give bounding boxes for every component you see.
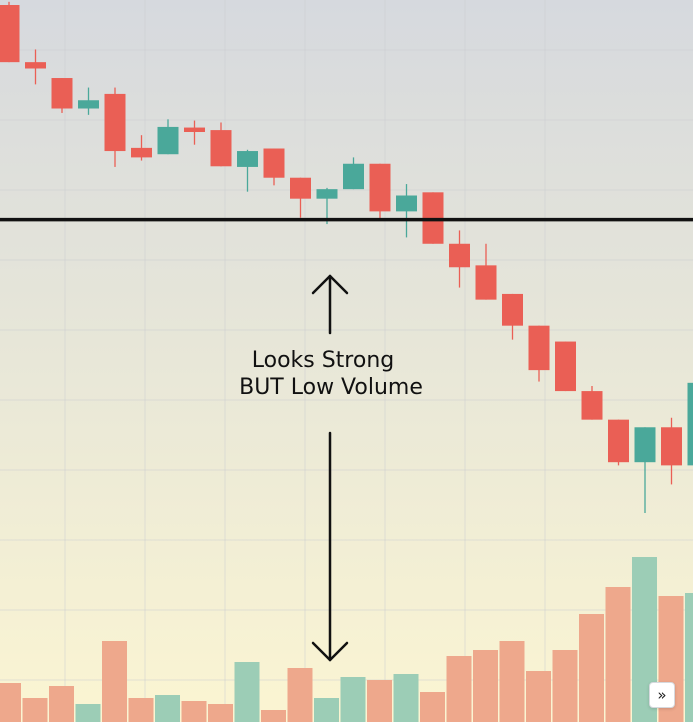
- candle-body: [608, 419, 629, 463]
- candle-down: [263, 148, 285, 186]
- candle-down: [475, 243, 497, 300]
- candle-up: [396, 184, 417, 238]
- volume-bar: [685, 593, 693, 722]
- double-chevron-right-icon: »: [657, 686, 667, 704]
- candle-body: [157, 126, 179, 155]
- volume-bar: [499, 641, 525, 722]
- volume-bar: [181, 701, 207, 722]
- candle-body: [502, 293, 523, 326]
- candle-body: [687, 382, 693, 466]
- volume-bar: [579, 614, 604, 722]
- arrow-up: [311, 274, 349, 335]
- candle-body: [581, 391, 603, 420]
- candle-down: [502, 293, 523, 340]
- volume-bar: [155, 695, 180, 722]
- candle-down: [210, 122, 232, 167]
- candle-up: [687, 382, 693, 466]
- candle-body: [51, 78, 73, 109]
- scroll-to-latest-button[interactable]: »: [649, 682, 675, 708]
- candle-body: [290, 177, 311, 199]
- arrow-down: [311, 431, 349, 662]
- candle-body: [555, 341, 576, 392]
- candle-body: [237, 151, 258, 167]
- volume-bar: [0, 683, 21, 722]
- volume-bar: [314, 698, 339, 722]
- candle-down: [0, 1, 20, 63]
- candle-body: [316, 189, 338, 199]
- volume-bar: [367, 680, 392, 722]
- candle-up: [157, 119, 179, 155]
- volume-bar: [420, 692, 445, 722]
- candle-body: [210, 130, 232, 167]
- candle-body: [25, 62, 46, 69]
- candle-down: [449, 230, 470, 288]
- candle-body: [104, 93, 126, 152]
- volume-bars: [0, 557, 693, 722]
- volume-bar: [128, 698, 154, 722]
- candle-body: [131, 147, 152, 158]
- annotation-line-1: Looks Strong: [252, 348, 395, 373]
- candle-body: [78, 100, 99, 109]
- candle-down: [555, 341, 576, 392]
- candle-up: [343, 157, 364, 190]
- volume-bar: [526, 671, 551, 722]
- candle-body: [184, 127, 205, 132]
- volume-bar: [393, 674, 419, 722]
- candle-down: [608, 419, 629, 466]
- volume-bar: [473, 650, 498, 722]
- candle-body: [396, 195, 417, 212]
- volume-bar: [234, 662, 260, 722]
- candle-body: [634, 427, 656, 463]
- volume-bar: [552, 650, 578, 722]
- candles: [0, 1, 693, 513]
- candle-down: [131, 135, 152, 161]
- volume-bar: [102, 641, 127, 722]
- candle-body: [343, 163, 364, 190]
- volume-bar: [446, 656, 472, 722]
- volume-bar: [605, 587, 631, 722]
- candle-body: [263, 148, 285, 178]
- candle-body: [475, 265, 497, 300]
- candle-body: [528, 325, 550, 371]
- candle-down: [661, 417, 682, 485]
- candle-body: [449, 243, 470, 268]
- volume-bar: [340, 677, 366, 722]
- volume-bar: [22, 698, 48, 722]
- candle-down: [104, 87, 126, 167]
- candle-body: [0, 5, 20, 63]
- candle-down: [184, 120, 205, 145]
- candle-down: [51, 78, 73, 113]
- volume-bar: [287, 668, 313, 722]
- annotation-line-2: BUT Low Volume: [239, 375, 423, 400]
- candle-body: [369, 163, 391, 212]
- volume-bar: [49, 686, 74, 722]
- volume-bar: [208, 704, 233, 722]
- candle-up: [237, 149, 258, 192]
- candle-down: [369, 163, 391, 221]
- candle-up: [634, 427, 656, 513]
- candle-up: [78, 87, 99, 115]
- candle-down: [25, 49, 46, 85]
- volume-bar: [75, 704, 101, 722]
- candle-down: [290, 177, 311, 218]
- candle-body: [661, 427, 682, 466]
- candle-down: [581, 386, 603, 420]
- volume-bar: [261, 710, 286, 722]
- candle-down: [528, 325, 550, 382]
